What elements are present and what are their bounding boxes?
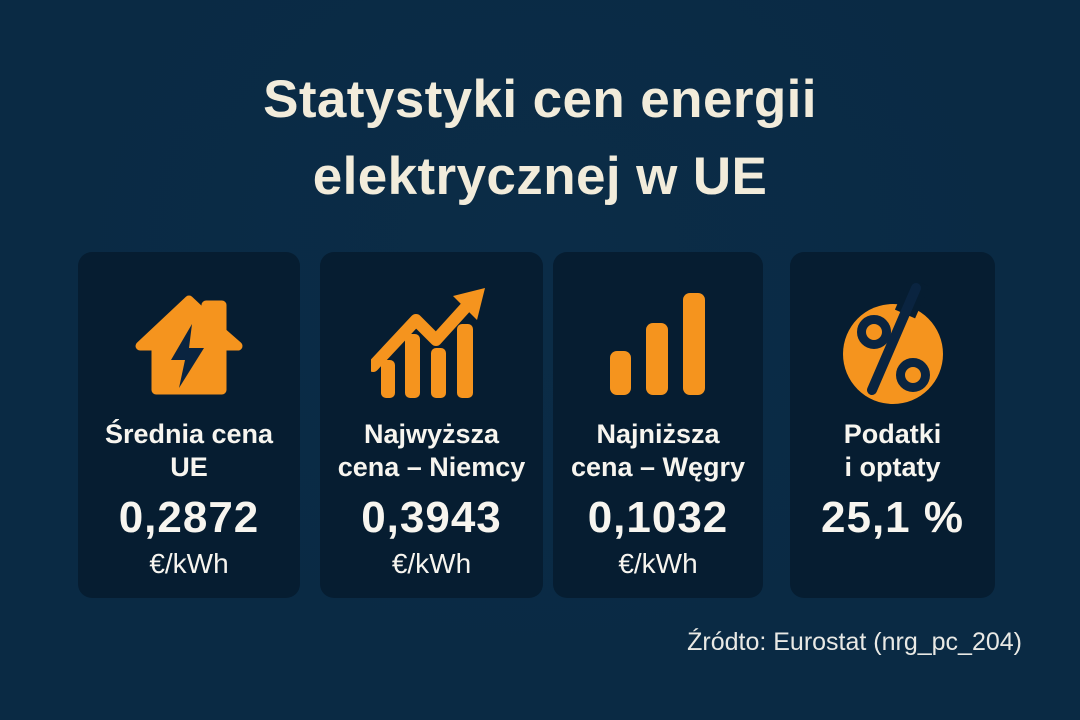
stats-row: Średnia cena UE 0,2872 €/kWh Najwyższa c… [0,252,1080,598]
bar-chart-icon [608,278,708,410]
stat-unit: €/kWh [149,548,229,579]
stat-value: 25,1 % [821,493,964,542]
percent-circle-icon [835,278,951,410]
stat-unit: €/kWh [391,548,472,579]
stat-card-eu-average: Średnia cena UE 0,2872 €/kWh [78,252,300,598]
chart-up-arrow-icon [370,278,493,410]
stat-card-highest-germany: Najwyższa cena – Niemcy 0,3943 €/kWh [320,252,543,598]
stat-label: Najwyższa cena – Niemcy [337,419,526,482]
house-energy-icon [126,278,252,410]
stat-value: 0,3943 [361,493,502,542]
stat-value: 0,2872 [118,493,260,542]
title-line-2: elektrycznej w UE [312,146,768,206]
stat-card-lowest-hungary: Najniższa cena – Węgry 0,1032 €/kWh [553,252,763,598]
stat-label: Podatki i optaty [843,419,942,482]
stat-value: 0,1032 [587,493,729,542]
source-caption: Źródto: Eurostat (nrg_pc_204) [687,628,1022,656]
stat-unit: €/kWh [618,548,698,579]
page-title: Statystyki cen energii elektrycznej w UE [0,62,1080,216]
stat-card-taxes: Podatki i optaty 25,1 % [790,252,995,598]
stat-label: Najniższa cena – Węgry [570,419,746,482]
title-line-1: Statystyki cen energii [263,70,817,129]
stat-label: Średnia cena UE [104,419,274,482]
